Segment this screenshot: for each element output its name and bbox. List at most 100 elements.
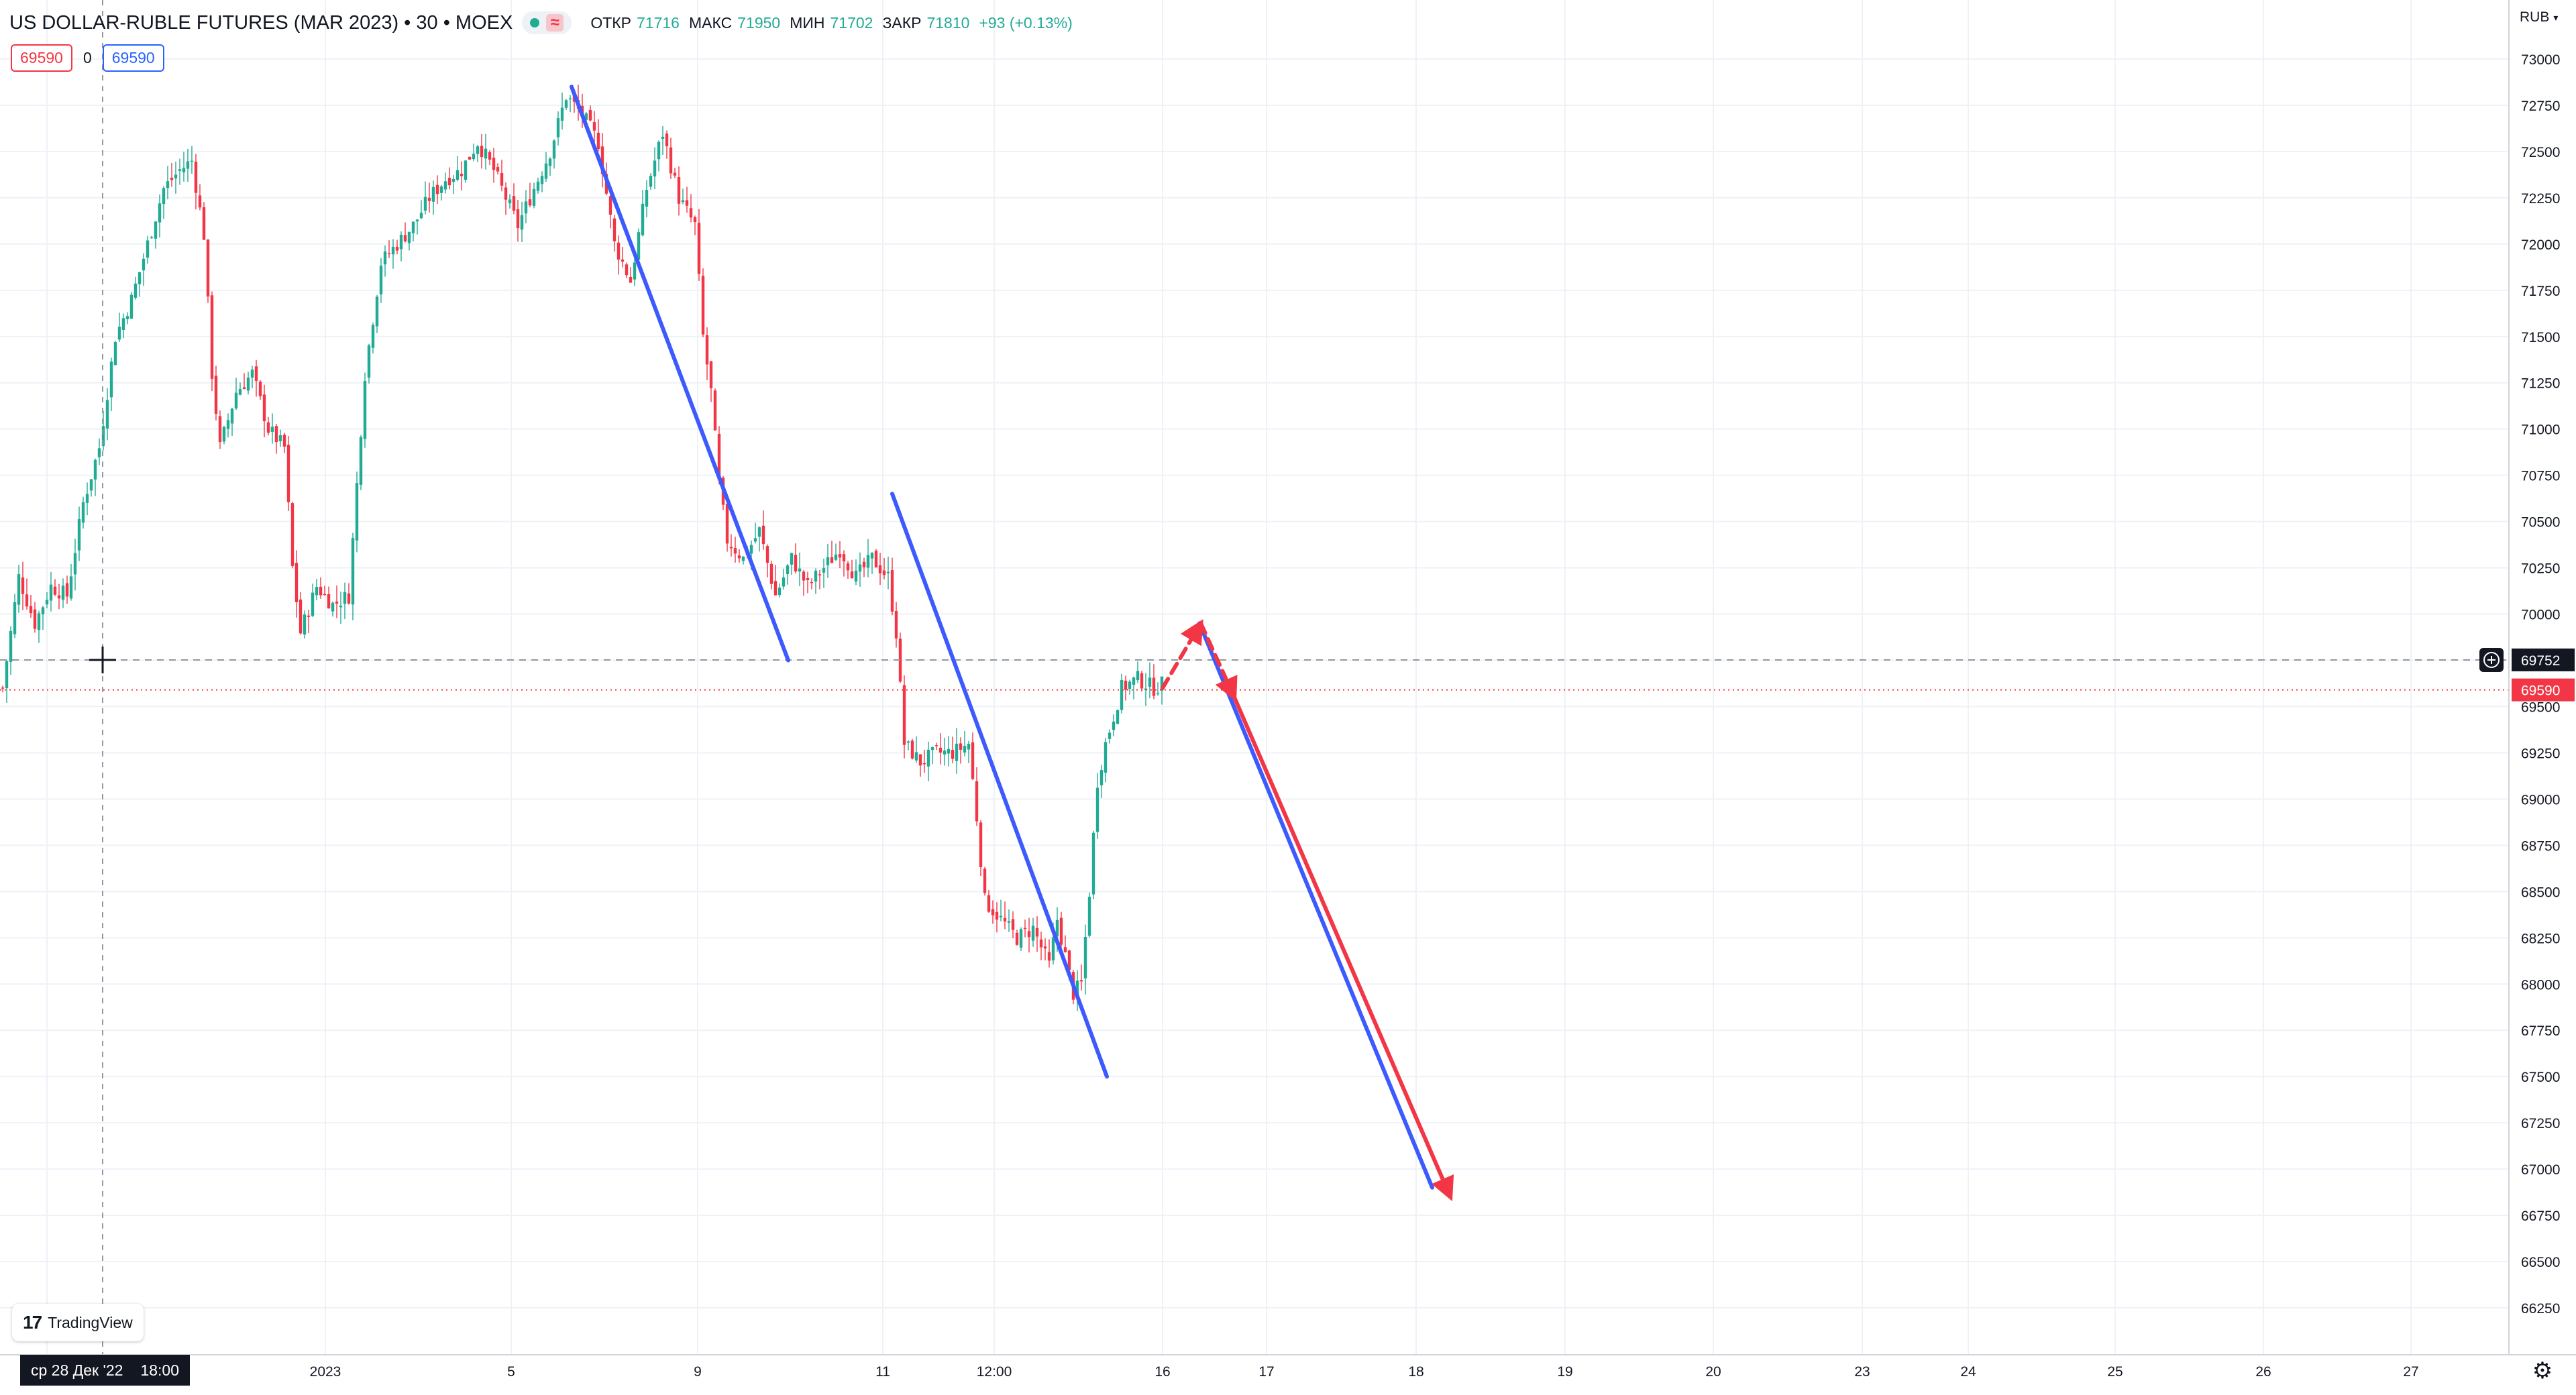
trend-line[interactable] bbox=[1197, 621, 1434, 1190]
price-tick-label: 72750 bbox=[2521, 99, 2560, 114]
candle-body bbox=[1095, 787, 1099, 832]
trading-buttons: 69590 0 69590 bbox=[11, 43, 164, 72]
drawings[interactable] bbox=[570, 85, 1454, 1202]
forecast-arrow[interactable] bbox=[1161, 619, 1203, 690]
candle-body bbox=[468, 156, 472, 160]
candle-body bbox=[93, 459, 97, 480]
candle-body bbox=[616, 242, 621, 260]
candle-body bbox=[246, 377, 250, 391]
last-price-tag bbox=[2512, 678, 2575, 702]
candle-body bbox=[673, 172, 677, 176]
candle-body bbox=[922, 763, 926, 765]
candle-body bbox=[142, 258, 146, 271]
candle-body bbox=[914, 752, 918, 761]
chart-header: US DOLLAR-RUBLE FUTURES (MAR 2023) • 30 … bbox=[9, 9, 1077, 36]
candle-body bbox=[967, 744, 971, 750]
trend-line[interactable] bbox=[890, 492, 1109, 1079]
candle-body bbox=[455, 170, 460, 180]
trend-line[interactable] bbox=[570, 85, 790, 663]
chart-grid bbox=[0, 0, 2509, 1355]
candle-body bbox=[918, 754, 922, 766]
candle-body bbox=[588, 109, 592, 121]
candle-body bbox=[1007, 921, 1011, 923]
candle-body bbox=[138, 272, 142, 284]
price-tick-label: 72250 bbox=[2521, 191, 2560, 207]
candle-body bbox=[584, 113, 588, 120]
candle-body bbox=[1039, 939, 1043, 948]
candle-body bbox=[331, 602, 335, 612]
candle-body bbox=[25, 594, 29, 607]
candle-body bbox=[85, 494, 89, 503]
gear-icon[interactable]: ⚙ bbox=[2532, 1358, 2553, 1384]
candle-body bbox=[1055, 919, 1059, 937]
candle-body bbox=[661, 136, 665, 139]
candle-body bbox=[1099, 770, 1104, 785]
candle-body bbox=[806, 578, 810, 580]
candle-body bbox=[117, 327, 121, 340]
candle-body bbox=[894, 611, 898, 638]
candle-body bbox=[1104, 742, 1108, 773]
candle-body bbox=[697, 223, 701, 274]
candle-body bbox=[242, 387, 246, 389]
tradingview-logo-text: TradingView bbox=[48, 1313, 133, 1331]
candle-body bbox=[842, 554, 846, 562]
price-tick-label: 72500 bbox=[2521, 145, 2560, 160]
candle-body bbox=[1083, 936, 1087, 979]
candle-body bbox=[1091, 832, 1095, 895]
candle-body bbox=[520, 215, 524, 230]
time-tick-label: 11 bbox=[875, 1364, 890, 1380]
candle-body bbox=[359, 437, 363, 485]
candle-body bbox=[1063, 947, 1067, 952]
candle-body bbox=[431, 186, 435, 202]
crosshair-time: 18:00 bbox=[140, 1361, 180, 1379]
candle-body bbox=[822, 568, 826, 573]
candle-body bbox=[552, 140, 556, 159]
candle-body bbox=[1152, 677, 1156, 696]
candle-body bbox=[1023, 928, 1027, 930]
candle-body bbox=[1112, 721, 1116, 730]
candle-body bbox=[146, 240, 150, 258]
candle-body bbox=[347, 593, 351, 604]
candle-body bbox=[906, 741, 910, 743]
forecast-arrow[interactable] bbox=[1232, 695, 1454, 1202]
candle-body bbox=[162, 188, 166, 205]
currency-selector[interactable]: RUB ▾ bbox=[2520, 9, 2558, 25]
forecast-arrow[interactable] bbox=[1199, 621, 1238, 702]
candle-body bbox=[435, 184, 439, 194]
candle-body bbox=[1, 687, 5, 689]
candle-body bbox=[645, 190, 649, 207]
sell-button[interactable]: 69590 bbox=[11, 44, 72, 72]
symbol-title[interactable]: US DOLLAR-RUBLE FUTURES (MAR 2023) • 30 … bbox=[9, 11, 513, 34]
time-tick-label: 24 bbox=[1960, 1364, 1976, 1380]
tradingview-logo[interactable]: 17 TradingView bbox=[12, 1304, 144, 1341]
candle-body bbox=[282, 435, 286, 447]
candle-body bbox=[649, 176, 653, 187]
chevron-down-icon: ▾ bbox=[2553, 11, 2559, 23]
candle-body bbox=[782, 577, 786, 587]
candle-body bbox=[564, 100, 568, 108]
candle-body bbox=[335, 601, 339, 604]
time-tick-label: 27 bbox=[2403, 1364, 2418, 1380]
buy-button[interactable]: 69590 bbox=[102, 44, 164, 72]
candle-body bbox=[1019, 929, 1023, 948]
price-tick-label: 73000 bbox=[2521, 52, 2560, 68]
market-status[interactable]: ≈ bbox=[522, 11, 572, 34]
candle-body bbox=[846, 563, 850, 571]
candle-body bbox=[608, 196, 612, 215]
plus-icon bbox=[2483, 651, 2500, 668]
price-tick-label: 71500 bbox=[2521, 330, 2560, 345]
candle-body bbox=[170, 178, 174, 180]
candle-body bbox=[524, 201, 528, 214]
candle-body bbox=[13, 602, 17, 634]
candle-body bbox=[109, 361, 113, 398]
price-tick-label: 68750 bbox=[2521, 838, 2560, 854]
candle-body bbox=[238, 388, 242, 395]
candle-body bbox=[886, 571, 890, 573]
candle-body bbox=[544, 163, 548, 179]
candle-body bbox=[769, 563, 773, 584]
candle-body bbox=[971, 742, 975, 779]
candle-body bbox=[717, 433, 721, 480]
candle-body bbox=[460, 174, 464, 176]
